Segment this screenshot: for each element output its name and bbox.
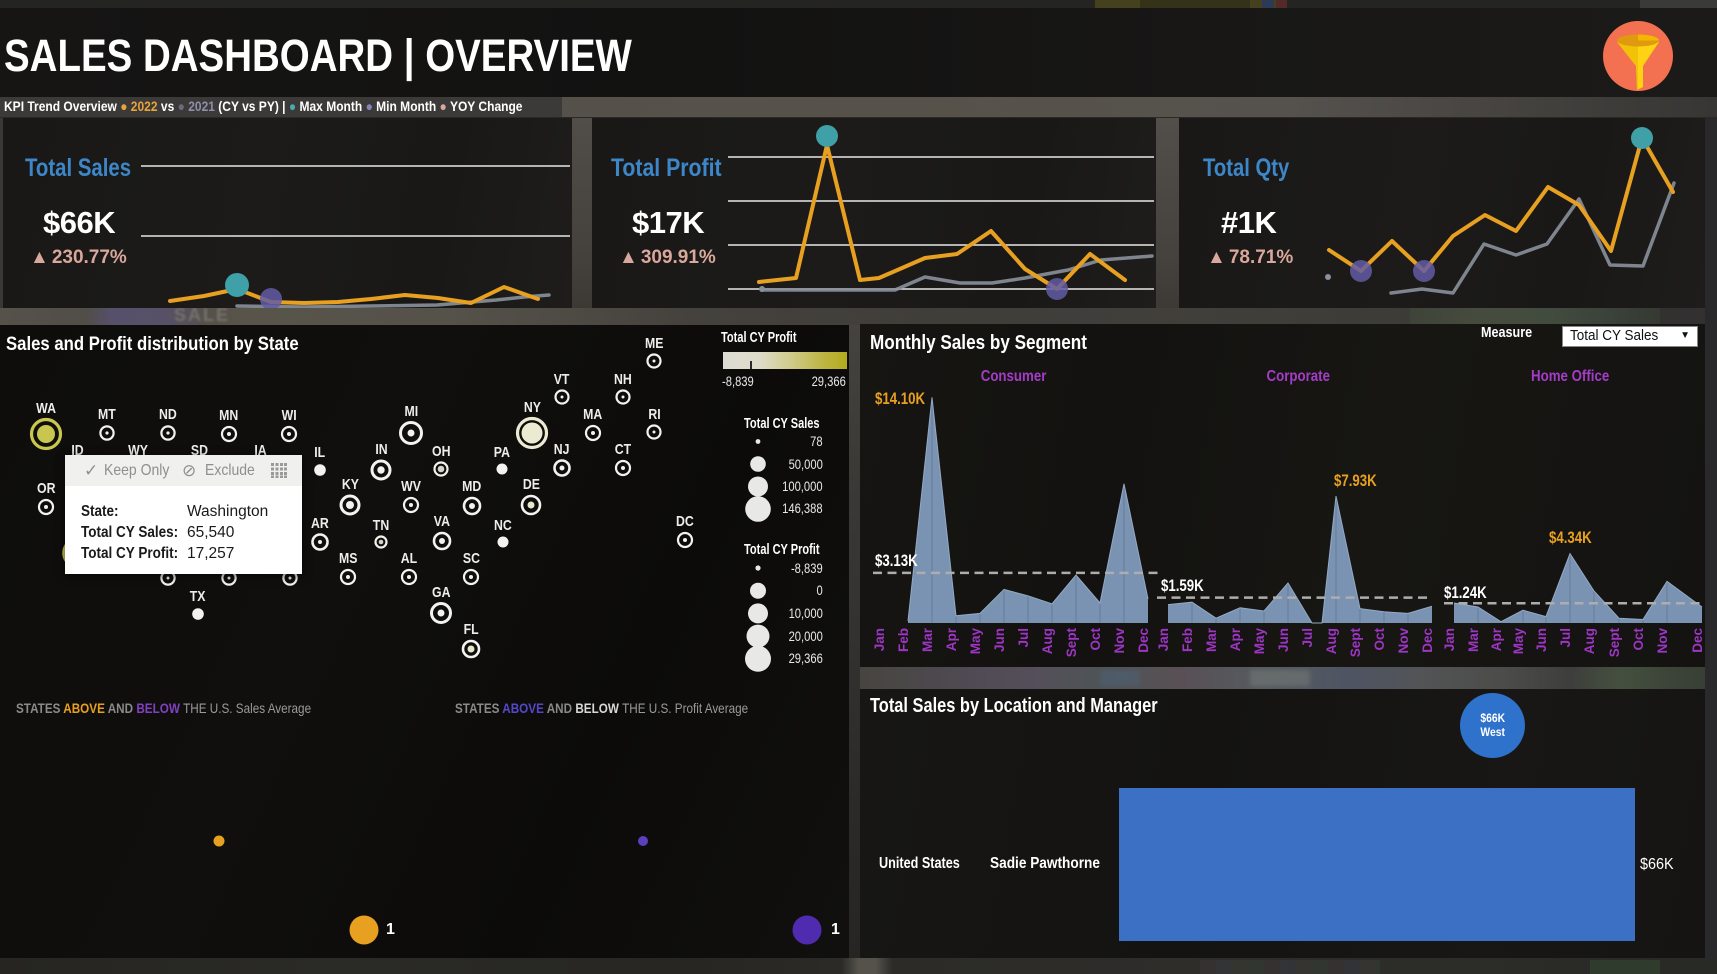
svg-text:Jun: Jun [1276, 628, 1291, 652]
svg-text:Sept: Sept [1607, 628, 1622, 658]
svg-text:Jul: Jul [1016, 628, 1031, 648]
svg-text:May: May [968, 628, 983, 655]
svg-text:Oct: Oct [1088, 628, 1103, 651]
svg-text:Oct: Oct [1372, 628, 1387, 651]
svg-text:Dec: Dec [1420, 628, 1435, 653]
svg-text:Feb: Feb [1180, 628, 1195, 652]
svg-text:Jul: Jul [1300, 628, 1315, 648]
svg-text:Nov: Nov [1396, 628, 1411, 654]
svg-text:Nov: Nov [1112, 628, 1127, 654]
svg-text:Nov: Nov [1655, 628, 1670, 654]
svg-text:Mar: Mar [1466, 627, 1481, 652]
svg-text:Dec: Dec [1136, 628, 1151, 653]
svg-text:Apr: Apr [1489, 627, 1504, 651]
svg-text:Apr: Apr [1228, 627, 1243, 651]
svg-text:May: May [1511, 628, 1526, 655]
svg-text:Sept: Sept [1348, 628, 1363, 658]
svg-text:Mar: Mar [1204, 627, 1219, 652]
svg-text:Jan: Jan [872, 628, 887, 651]
svg-text:Mar: Mar [920, 627, 935, 652]
svg-text:Jul: Jul [1558, 628, 1573, 648]
svg-text:Aug: Aug [1324, 628, 1339, 654]
svg-text:Feb: Feb [896, 628, 911, 652]
svg-text:Jan: Jan [1442, 628, 1457, 651]
svg-text:Aug: Aug [1582, 628, 1597, 654]
svg-text:Dec: Dec [1690, 628, 1705, 653]
svg-text:Jun: Jun [1534, 628, 1549, 652]
svg-text:Jun: Jun [992, 628, 1007, 652]
svg-text:Oct: Oct [1631, 628, 1646, 651]
svg-text:Apr: Apr [944, 627, 959, 651]
svg-text:Aug: Aug [1040, 628, 1055, 654]
svg-text:Sept: Sept [1064, 628, 1079, 658]
svg-text:May: May [1252, 628, 1267, 655]
svg-text:Jan: Jan [1156, 628, 1171, 651]
